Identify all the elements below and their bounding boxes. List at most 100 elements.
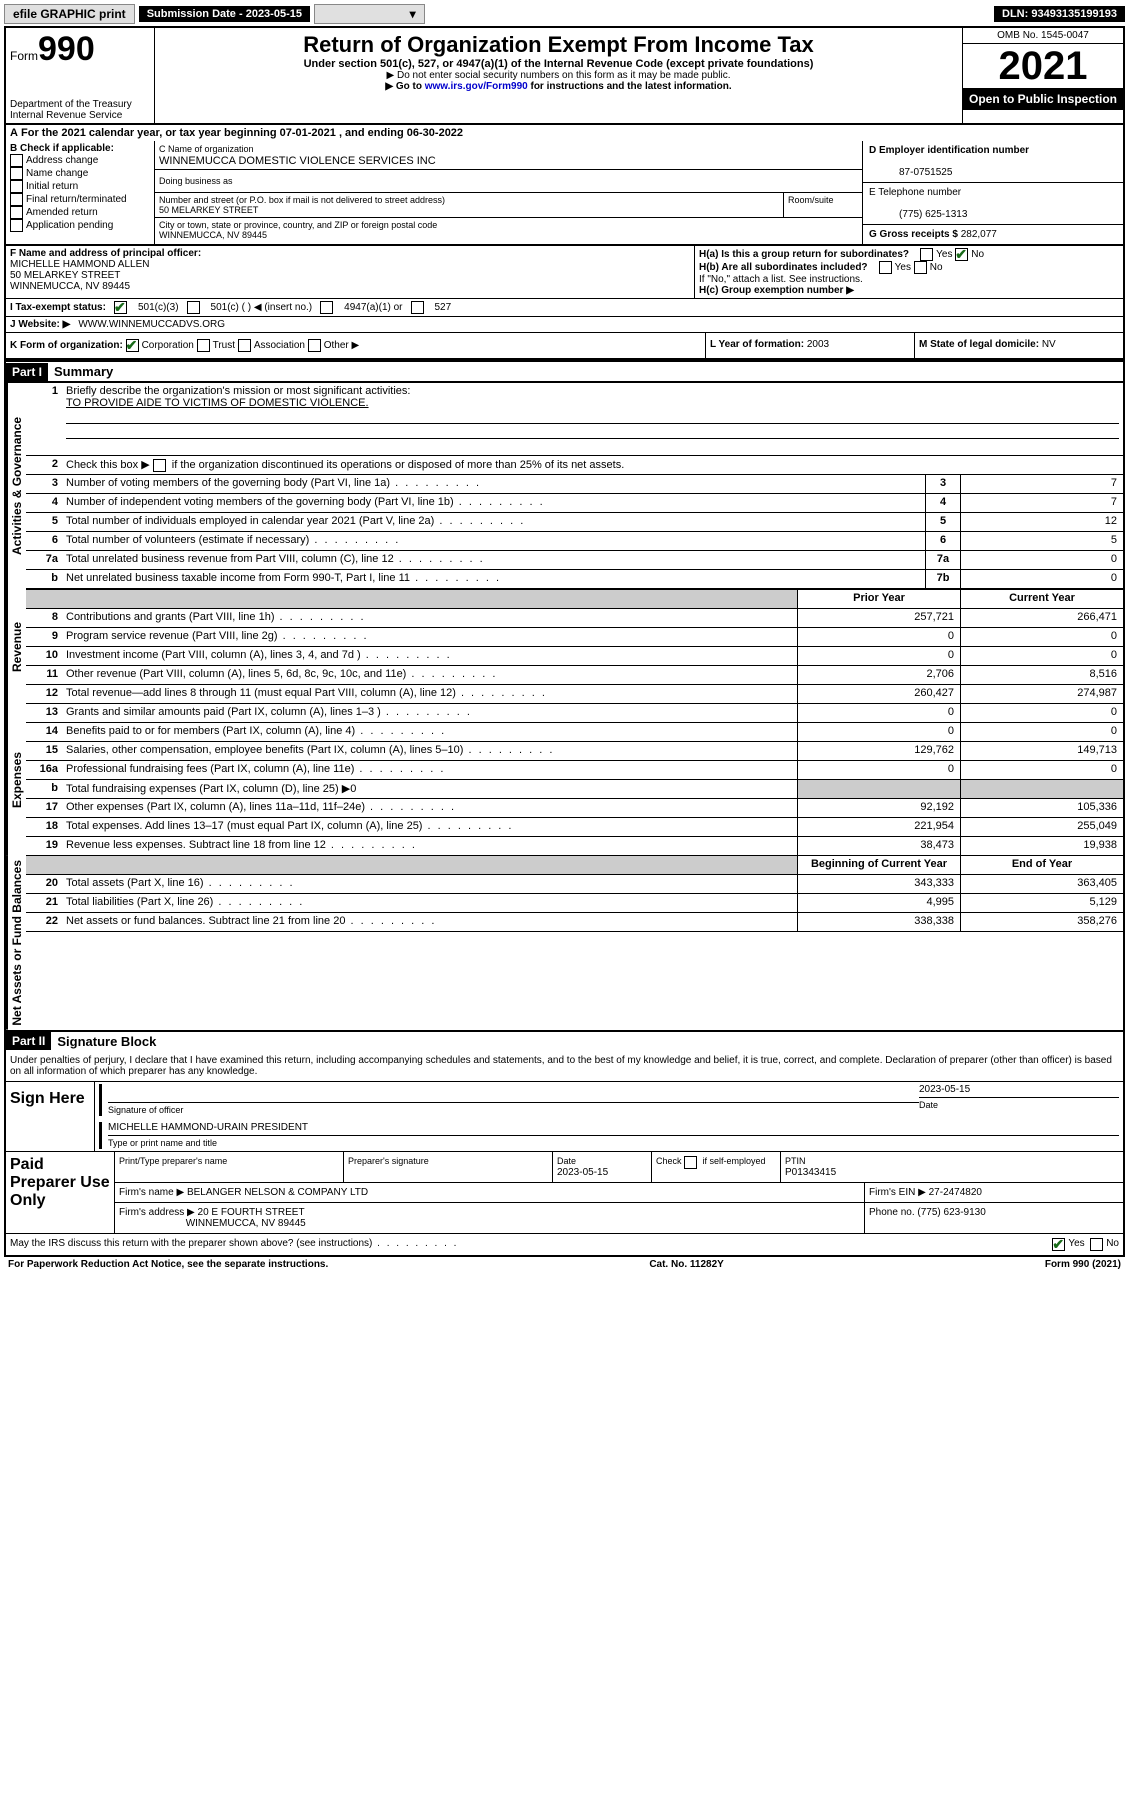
- checkbox-hb-yes[interactable]: [879, 261, 892, 274]
- checkbox-discuss-yes[interactable]: [1052, 1238, 1065, 1251]
- block-bcd: B Check if applicable: Address change Na…: [4, 141, 1125, 246]
- checkbox-name-change[interactable]: [10, 167, 23, 180]
- table-row: 20Total assets (Part X, line 16)343,3333…: [26, 875, 1123, 894]
- checkbox-discuss-no[interactable]: [1090, 1238, 1103, 1251]
- table-row: 21Total liabilities (Part X, line 26)4,9…: [26, 894, 1123, 913]
- f-addr2: WINNEMUCCA, NV 89445: [10, 281, 130, 292]
- discuss-label: May the IRS discuss this return with the…: [10, 1238, 1052, 1251]
- q1-label: Briefly describe the organization's miss…: [66, 385, 410, 397]
- section-revenue: Revenue Prior Year Current Year 8Contrib…: [4, 589, 1125, 704]
- checkbox-amended-return[interactable]: [10, 206, 23, 219]
- gross-label: G Gross receipts $: [869, 229, 958, 240]
- submission-date-label: Submission Date - 2023-05-15: [139, 6, 310, 22]
- checkbox-hb-no[interactable]: [914, 261, 927, 274]
- checkbox-final-return[interactable]: [10, 193, 23, 206]
- table-row: 16aProfessional fundraising fees (Part I…: [26, 761, 1123, 780]
- type-name-label: Type or print name and title: [108, 1138, 217, 1148]
- city-label: City or town, state or province, country…: [159, 220, 437, 230]
- open-inspection-label: Open to Public Inspection: [963, 88, 1123, 110]
- checkbox-527[interactable]: [411, 301, 424, 314]
- f-name: MICHELLE HAMMOND ALLEN: [10, 259, 149, 270]
- table-row: 19Revenue less expenses. Subtract line 1…: [26, 837, 1123, 856]
- part1-label: Part I: [6, 363, 48, 381]
- ptin-value: P01343415: [785, 1167, 836, 1178]
- table-row: 12Total revenue—add lines 8 through 11 (…: [26, 685, 1123, 704]
- prior-year-header: Prior Year: [797, 590, 960, 608]
- gross-value: 282,077: [961, 229, 997, 240]
- side-label-expenses: Expenses: [6, 704, 26, 856]
- table-row: 6Total number of volunteers (estimate if…: [26, 532, 1123, 551]
- checkbox-discontinued[interactable]: [153, 459, 166, 472]
- row-i: I Tax-exempt status: 501(c)(3) 501(c) ( …: [4, 299, 1125, 317]
- checkbox-other[interactable]: [308, 339, 321, 352]
- side-label-revenue: Revenue: [6, 589, 26, 704]
- checkbox-address-change[interactable]: [10, 154, 23, 167]
- table-row: 7aTotal unrelated business revenue from …: [26, 551, 1123, 570]
- org-name: WINNEMUCCA DOMESTIC VIOLENCE SERVICES IN…: [159, 155, 436, 167]
- date-label: Date: [919, 1100, 938, 1110]
- room-label: Room/suite: [784, 193, 862, 217]
- table-row: 8Contributions and grants (Part VIII, li…: [26, 609, 1123, 628]
- table-row: 10Investment income (Part VIII, column (…: [26, 647, 1123, 666]
- top-toolbar: efile GRAPHIC print Submission Date - 20…: [4, 4, 1125, 24]
- checkbox-ha-no[interactable]: [955, 248, 968, 261]
- checkbox-ha-yes[interactable]: [920, 248, 933, 261]
- website-value: WWW.WINNEMUCCADVS.ORG: [78, 319, 225, 330]
- footer-mid: Cat. No. 11282Y: [649, 1259, 723, 1270]
- table-row: bTotal fundraising expenses (Part IX, co…: [26, 780, 1123, 799]
- current-year-header: Current Year: [960, 590, 1123, 608]
- footer-left: For Paperwork Reduction Act Notice, see …: [8, 1259, 328, 1270]
- side-label-net: Net Assets or Fund Balances: [6, 856, 26, 1030]
- state-domicile: NV: [1042, 339, 1056, 350]
- dept-label: Department of the Treasury: [10, 99, 150, 110]
- irs-link[interactable]: www.irs.gov/Form990: [425, 81, 528, 92]
- form-note-1: ▶ Do not enter social security numbers o…: [159, 70, 958, 81]
- form-title: Return of Organization Exempt From Incom…: [159, 32, 958, 58]
- org-name-label: C Name of organization: [159, 144, 254, 154]
- efile-print-button[interactable]: efile GRAPHIC print: [4, 4, 135, 24]
- table-row: 14Benefits paid to or for members (Part …: [26, 723, 1123, 742]
- hc-label: H(c) Group exemption number ▶: [699, 285, 854, 296]
- form-note-2: ▶ Go to www.irs.gov/Form990 for instruct…: [159, 81, 958, 92]
- table-row: 18Total expenses. Add lines 13–17 (must …: [26, 818, 1123, 837]
- end-year-header: End of Year: [960, 856, 1123, 874]
- checkbox-self-employed[interactable]: [684, 1156, 697, 1169]
- officer-name: MICHELLE HAMMOND-URAIN PRESIDENT: [108, 1122, 308, 1133]
- checkbox-assoc[interactable]: [238, 339, 251, 352]
- table-row: bNet unrelated business taxable income f…: [26, 570, 1123, 589]
- checkbox-trust[interactable]: [197, 339, 210, 352]
- tel-value: (775) 625-1313: [869, 209, 967, 220]
- addr-value: 50 MELARKEY STREET: [159, 205, 258, 215]
- checkbox-4947[interactable]: [320, 301, 333, 314]
- f-label: F Name and address of principal officer:: [10, 248, 201, 259]
- firm-ein: 27-2474820: [929, 1187, 982, 1198]
- checkbox-501c[interactable]: [187, 301, 200, 314]
- form-subtitle: Under section 501(c), 527, or 4947(a)(1)…: [159, 58, 958, 70]
- sig-officer-label: Signature of officer: [108, 1105, 183, 1115]
- col-b-checkboxes: B Check if applicable: Address change Na…: [6, 141, 155, 244]
- checkbox-initial-return[interactable]: [10, 180, 23, 193]
- addr-label: Number and street (or P.O. box if mail i…: [159, 195, 445, 205]
- firm-addr1: 20 E FOURTH STREET: [198, 1207, 305, 1218]
- table-row: 22Net assets or fund balances. Subtract …: [26, 913, 1123, 932]
- checkbox-application-pending[interactable]: [10, 219, 23, 232]
- checkbox-501c3[interactable]: [114, 301, 127, 314]
- dropdown-blank[interactable]: ▾: [314, 4, 425, 24]
- ein-label: D Employer identification number: [869, 145, 1029, 156]
- tel-label: E Telephone number: [869, 187, 961, 198]
- checkbox-corp[interactable]: [126, 339, 139, 352]
- part2-title: Signature Block: [51, 1032, 162, 1051]
- dln-label: DLN: 93493135199193: [994, 6, 1125, 22]
- mission-text: TO PROVIDE AIDE TO VICTIMS OF DOMESTIC V…: [66, 397, 369, 409]
- section-expenses: Expenses 13Grants and similar amounts pa…: [4, 704, 1125, 856]
- irs-label: Internal Revenue Service: [10, 110, 150, 121]
- section-governance: Activities & Governance 1 Briefly descri…: [4, 381, 1125, 589]
- hb-label: H(b) Are all subordinates included?: [699, 262, 868, 273]
- table-row: 17Other expenses (Part IX, column (A), l…: [26, 799, 1123, 818]
- city-value: WINNEMUCCA, NV 89445: [159, 230, 267, 240]
- section-net-assets: Net Assets or Fund Balances Beginning of…: [4, 856, 1125, 1032]
- part2-header-row: Part II Signature Block: [4, 1032, 1125, 1051]
- ein-value: 87-0751525: [869, 167, 952, 178]
- table-row: 3Number of voting members of the governi…: [26, 475, 1123, 494]
- tax-year: 2021: [963, 44, 1123, 88]
